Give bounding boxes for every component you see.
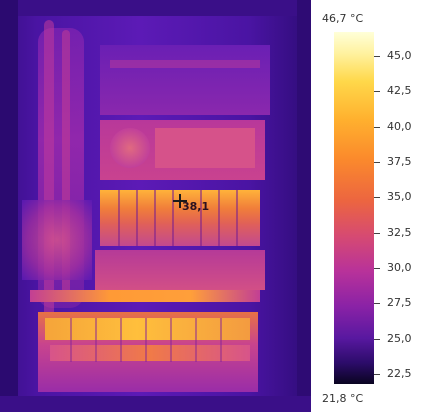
breaker-divider <box>154 190 156 246</box>
cabinet-frame-top <box>0 0 311 16</box>
breaker-divider <box>136 190 138 246</box>
breaker-divider <box>170 318 172 362</box>
crosshair-icon <box>173 194 187 208</box>
breaker-divider <box>218 190 220 246</box>
color-scale-bar <box>334 32 374 384</box>
left-terminal-block <box>22 200 92 280</box>
cable <box>62 30 70 300</box>
scale-tick-label: 30,0 <box>387 261 412 274</box>
breaker-divider <box>195 318 197 362</box>
breaker-row-lower-half <box>100 224 260 246</box>
scale-tick <box>374 127 380 128</box>
scale-tick <box>374 268 380 269</box>
scale-tick-label: 45,0 <box>387 49 412 62</box>
scale-tick-label: 32,5 <box>387 226 412 239</box>
scale-tick <box>374 339 380 340</box>
breaker-divider <box>236 190 238 246</box>
scale-max-label: 46,7 °C <box>322 12 364 25</box>
meter-dial <box>110 128 150 168</box>
scale-tick-label: 27,5 <box>387 296 412 309</box>
spot-temperature: 38,1 <box>182 200 210 213</box>
breaker-divider <box>200 190 202 246</box>
thermal-image: 38,1 <box>0 0 311 412</box>
scale-tick <box>374 233 380 234</box>
cabinet-frame-left <box>0 0 18 412</box>
scale-tick-label: 42,5 <box>387 84 412 97</box>
scale-tick-label: 22,5 <box>387 367 412 380</box>
lower-busbar-area <box>95 250 265 290</box>
scale-tick <box>374 91 380 92</box>
scale-tick-label: 25,0 <box>387 332 412 345</box>
breaker-divider <box>145 318 147 362</box>
cabinet-frame-right <box>297 0 311 412</box>
scale-tick-label: 35,0 <box>387 190 412 203</box>
cable <box>44 20 54 320</box>
scale-tick <box>374 162 380 163</box>
hot-busbar <box>30 290 260 302</box>
scale-tick <box>374 374 380 375</box>
breaker-divider <box>220 318 222 362</box>
cabinet-frame-bottom <box>0 396 311 412</box>
top-component-block <box>100 45 270 115</box>
breaker-divider <box>120 318 122 362</box>
scale-tick-label: 37,5 <box>387 155 412 168</box>
breaker-divider <box>172 190 174 246</box>
scale-min-label: 21,8 °C <box>322 392 364 405</box>
scale-tick <box>374 197 380 198</box>
top-terminal-strip <box>110 60 260 68</box>
scale-tick <box>374 303 380 304</box>
scale-tick <box>374 56 380 57</box>
meter-face <box>155 128 255 168</box>
breaker-divider <box>118 190 120 246</box>
breaker-divider <box>95 318 97 362</box>
scale-tick-label: 40,0 <box>387 120 412 133</box>
bottom-breaker-row <box>50 345 250 361</box>
breaker-divider <box>70 318 72 362</box>
